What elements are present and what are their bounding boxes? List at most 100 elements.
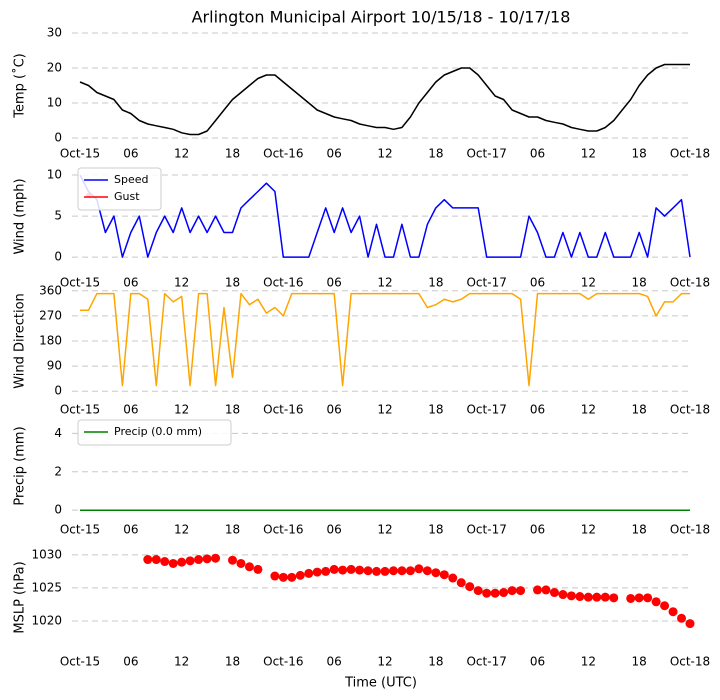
- x-tick-label: 12: [377, 276, 392, 290]
- x-tick-label: Oct-18: [670, 523, 710, 537]
- x-tick-label: 12: [377, 147, 392, 161]
- x-tick-label: 06: [123, 523, 138, 537]
- y-tick-label: 1025: [31, 580, 62, 594]
- y-tick-label: 360: [39, 283, 62, 297]
- x-tick-label: 06: [530, 655, 545, 669]
- point: [499, 588, 509, 598]
- y-tick-label: 270: [39, 308, 62, 322]
- point: [600, 592, 610, 602]
- point: [380, 566, 390, 576]
- y-tick-label: 10: [47, 96, 62, 110]
- point: [397, 566, 407, 576]
- point: [236, 558, 246, 568]
- x-tick-label: 06: [530, 403, 545, 417]
- x-tick-label: 18: [225, 655, 240, 669]
- y-tick-label: 5: [54, 209, 62, 223]
- x-tick-label: Oct-15: [60, 276, 100, 290]
- y-axis-label: Precip (mm): [13, 426, 28, 505]
- point: [583, 592, 593, 602]
- x-tick-label: Oct-17: [466, 276, 506, 290]
- point: [533, 585, 542, 595]
- point: [558, 590, 568, 600]
- x-tick-label: Oct-17: [466, 403, 506, 417]
- point: [473, 586, 483, 596]
- y-tick-label: 30: [47, 26, 62, 40]
- point: [338, 565, 348, 575]
- x-tick-label: Oct-16: [263, 523, 303, 537]
- point: [456, 578, 466, 588]
- x-tick-label: 18: [632, 276, 647, 290]
- x-tick-label: 06: [327, 403, 342, 417]
- point: [685, 619, 695, 629]
- x-tick-label: 18: [428, 147, 443, 161]
- x-tick-label: Oct-16: [263, 655, 303, 669]
- point: [329, 564, 339, 574]
- point: [372, 566, 382, 576]
- panel: 0 90 180 270 360 Oct-15 06 12 18 Oct-16 06 12 18 Oct-…: [13, 283, 711, 416]
- y-tick-label: 180: [39, 334, 62, 348]
- legend-label: Speed: [114, 173, 148, 186]
- x-tick-label: 06: [327, 147, 342, 161]
- x-tick-label: 06: [530, 276, 545, 290]
- x-tick-label: 18: [225, 523, 240, 537]
- x-tick-label: Oct-15: [60, 147, 100, 161]
- point: [490, 588, 500, 598]
- point: [304, 568, 314, 578]
- x-tick-label: Oct-18: [670, 276, 710, 290]
- y-tick-label: 1030: [31, 547, 62, 561]
- point: [507, 586, 517, 596]
- x-tick-label: 18: [632, 655, 647, 669]
- x-tick-label: 12: [377, 523, 392, 537]
- x-tick-label: 12: [581, 403, 596, 417]
- x-tick-label: 12: [581, 276, 596, 290]
- point: [228, 555, 237, 565]
- point: [609, 593, 619, 603]
- point: [414, 564, 424, 574]
- x-tick-label: 18: [225, 403, 240, 417]
- legend-box: [77, 167, 162, 211]
- x-tick-label: Oct-15: [60, 403, 100, 417]
- point: [287, 572, 297, 582]
- panel: 0 5 10 Oct-15 06 12 18 Oct-16 06 12 18 Oct-17 06 12 18…: [13, 167, 710, 290]
- panel: 0 2 4 Oct-15 06 12 18 Oct-16 06 12 18 Oct-17 06 12 18 O…: [13, 419, 710, 537]
- x-tick-label: 12: [174, 147, 189, 161]
- point: [541, 585, 551, 595]
- panel: 0 10 20 30 Oct-15 06 12 18 Oct-16 06 12 18 Oct-17 06 1…: [12, 26, 711, 161]
- x-tick-label: Oct-17: [466, 147, 506, 161]
- x-tick-label: Oct-18: [670, 403, 710, 417]
- y-tick-label: 0: [54, 384, 62, 398]
- y-axis-label: Wind Direction: [13, 293, 28, 389]
- point: [253, 564, 263, 574]
- x-tick-label: 06: [530, 523, 545, 537]
- y-axis-label: Temp (˚C): [12, 53, 28, 119]
- panel: 1020 1025 1030 Oct-15 06 12 18 Oct-16 06 12 18 Oct-…: [13, 547, 711, 690]
- point: [668, 607, 678, 617]
- x-tick-label: Oct-17: [466, 523, 506, 537]
- y-tick-label: 20: [47, 61, 62, 75]
- chart-title: Arlington Municipal Airport 10/15/18 - 1…: [192, 8, 571, 27]
- y-tick-label: 0: [54, 503, 62, 517]
- x-tick-label: Oct-18: [670, 147, 710, 161]
- point: [549, 588, 559, 598]
- point: [270, 571, 280, 581]
- legend-box: [77, 419, 232, 446]
- legend-label: Precip (0.0 mm): [114, 425, 202, 438]
- x-tick-label: Oct-16: [263, 403, 303, 417]
- y-tick-label: 0: [54, 131, 62, 145]
- point: [160, 557, 170, 567]
- y-tick-label: 0: [54, 250, 62, 264]
- point: [405, 566, 415, 576]
- point: [388, 566, 398, 576]
- x-tick-label: Oct-15: [60, 655, 100, 669]
- point: [202, 554, 212, 564]
- point: [651, 597, 661, 607]
- point: [626, 593, 636, 603]
- point: [660, 601, 670, 611]
- point: [566, 591, 576, 601]
- point: [194, 555, 204, 565]
- x-tick-label: 12: [377, 655, 392, 669]
- x-tick-label: 18: [428, 276, 443, 290]
- x-tick-label: Oct-16: [263, 147, 303, 161]
- x-tick-label: 12: [174, 403, 189, 417]
